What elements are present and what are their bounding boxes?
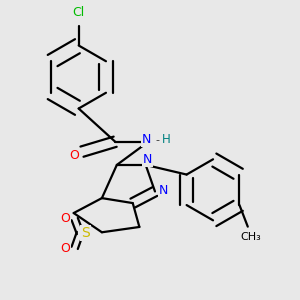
Text: N: N [142,133,152,146]
Text: -: - [156,135,160,145]
Text: O: O [60,242,70,255]
Text: O: O [60,212,70,224]
Text: Cl: Cl [73,7,85,20]
Text: O: O [70,149,80,162]
Text: S: S [82,226,90,240]
Text: CH₃: CH₃ [240,232,261,242]
Text: H: H [162,133,171,146]
Text: N: N [159,184,168,197]
Text: N: N [143,154,152,166]
